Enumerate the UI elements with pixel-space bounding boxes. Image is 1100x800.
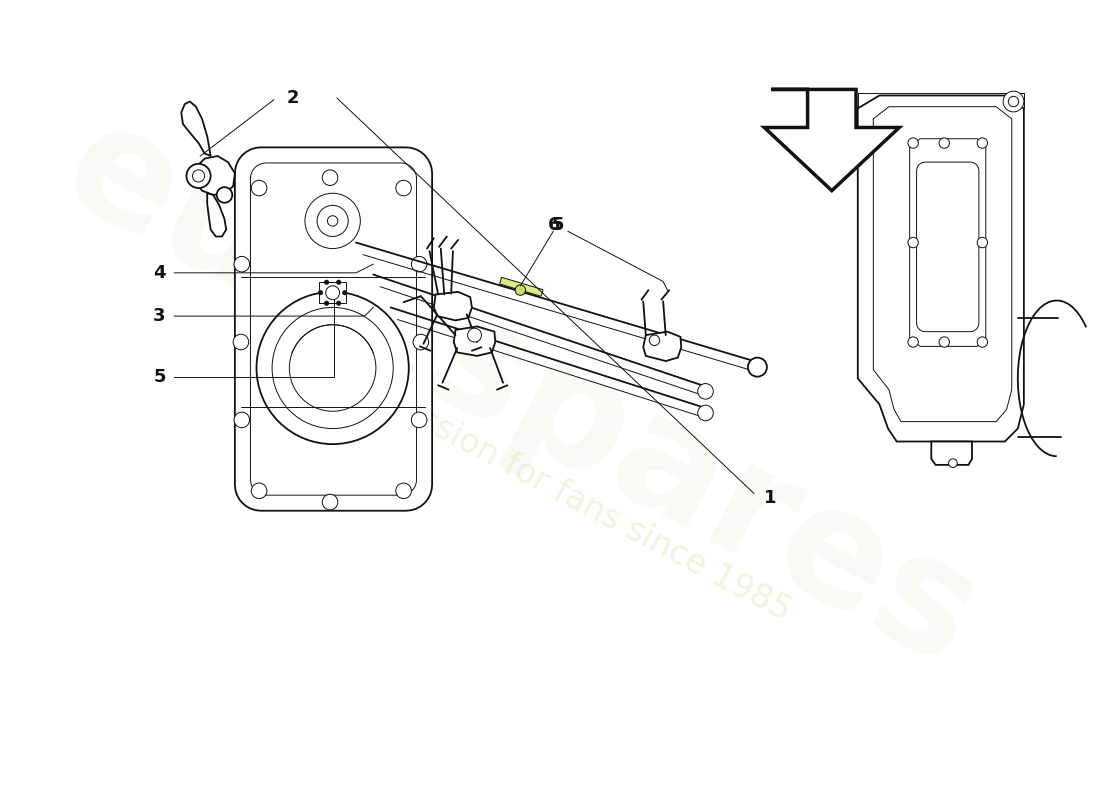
Circle shape bbox=[977, 238, 988, 248]
Text: 1: 1 bbox=[764, 489, 777, 506]
Text: 3: 3 bbox=[153, 307, 166, 325]
Polygon shape bbox=[194, 156, 235, 195]
Text: 5: 5 bbox=[153, 368, 166, 386]
Text: 4: 4 bbox=[153, 264, 166, 282]
Text: 2: 2 bbox=[287, 89, 299, 107]
Circle shape bbox=[748, 358, 767, 377]
Circle shape bbox=[697, 405, 713, 421]
Circle shape bbox=[234, 256, 250, 272]
Circle shape bbox=[948, 459, 957, 467]
Circle shape bbox=[1009, 96, 1019, 106]
Circle shape bbox=[977, 138, 988, 148]
Circle shape bbox=[337, 280, 341, 284]
Polygon shape bbox=[764, 90, 900, 190]
Circle shape bbox=[305, 194, 361, 249]
Circle shape bbox=[1003, 91, 1024, 112]
Circle shape bbox=[649, 335, 660, 346]
Circle shape bbox=[328, 216, 338, 226]
Circle shape bbox=[414, 334, 429, 350]
Circle shape bbox=[289, 325, 376, 411]
Polygon shape bbox=[873, 106, 1012, 422]
Circle shape bbox=[326, 286, 340, 300]
Circle shape bbox=[939, 138, 949, 148]
Circle shape bbox=[697, 383, 713, 399]
Polygon shape bbox=[207, 194, 227, 237]
Polygon shape bbox=[910, 138, 986, 346]
Circle shape bbox=[234, 412, 250, 428]
Circle shape bbox=[324, 280, 329, 284]
Polygon shape bbox=[235, 147, 432, 510]
Polygon shape bbox=[182, 102, 211, 156]
Polygon shape bbox=[499, 278, 543, 296]
Circle shape bbox=[515, 285, 526, 295]
Bar bbox=[319, 282, 346, 303]
Text: 6: 6 bbox=[548, 216, 561, 234]
Circle shape bbox=[318, 290, 322, 295]
Circle shape bbox=[217, 187, 232, 202]
Circle shape bbox=[977, 337, 988, 347]
Circle shape bbox=[908, 238, 918, 248]
Circle shape bbox=[396, 180, 411, 196]
Circle shape bbox=[322, 170, 338, 186]
Polygon shape bbox=[433, 292, 472, 321]
Circle shape bbox=[322, 494, 338, 510]
Polygon shape bbox=[916, 162, 979, 332]
Circle shape bbox=[251, 180, 267, 196]
Circle shape bbox=[251, 483, 267, 498]
Circle shape bbox=[908, 138, 918, 148]
Circle shape bbox=[324, 301, 329, 306]
Polygon shape bbox=[454, 326, 495, 356]
Circle shape bbox=[337, 301, 341, 306]
Circle shape bbox=[468, 328, 482, 342]
Polygon shape bbox=[932, 442, 972, 465]
Circle shape bbox=[317, 206, 349, 237]
Circle shape bbox=[272, 307, 393, 429]
Circle shape bbox=[939, 337, 949, 347]
Circle shape bbox=[186, 164, 211, 188]
Circle shape bbox=[396, 483, 411, 498]
Circle shape bbox=[192, 170, 205, 182]
Circle shape bbox=[908, 337, 918, 347]
Circle shape bbox=[411, 412, 427, 428]
Circle shape bbox=[256, 292, 409, 444]
Text: eurospares: eurospares bbox=[39, 89, 1002, 699]
Polygon shape bbox=[858, 95, 1024, 442]
Text: a passion for fans since 1985: a passion for fans since 1985 bbox=[349, 369, 795, 627]
Circle shape bbox=[342, 290, 346, 295]
Polygon shape bbox=[644, 332, 681, 361]
Polygon shape bbox=[251, 163, 417, 495]
Circle shape bbox=[233, 334, 249, 350]
Circle shape bbox=[411, 256, 427, 272]
Text: 5: 5 bbox=[551, 216, 563, 234]
